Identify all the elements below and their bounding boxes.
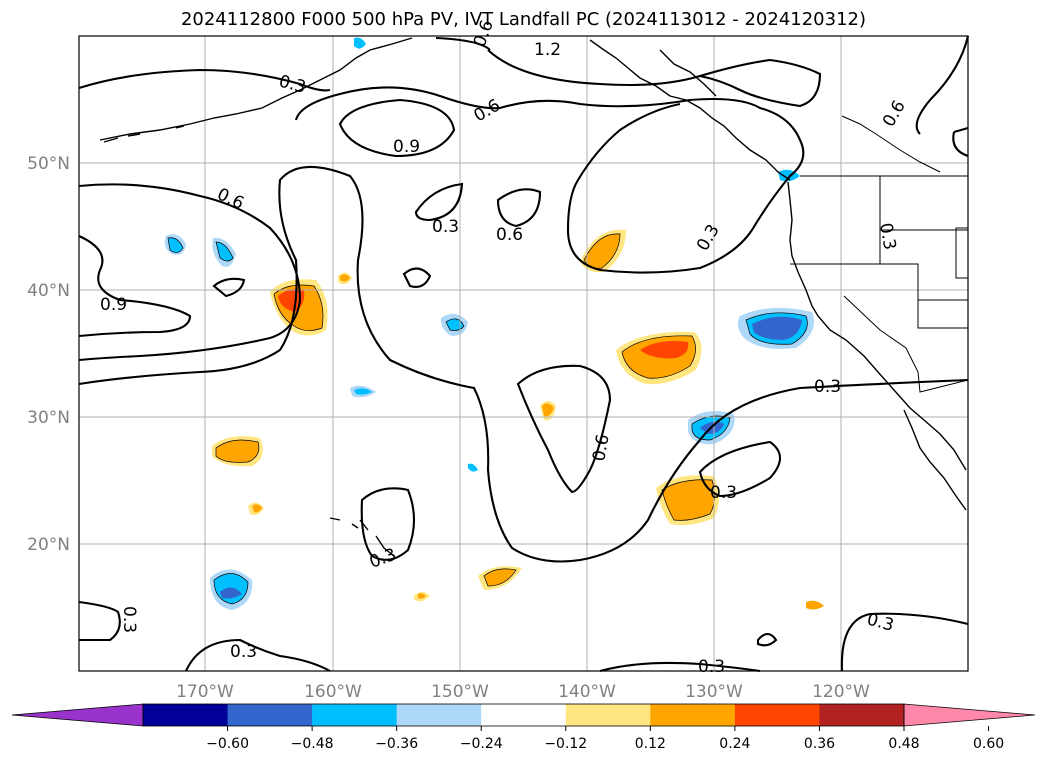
colorbar-segment [312,704,398,726]
colorbar-tick-label: 0.48 [888,736,919,752]
map-frame [78,35,969,672]
colorbar-segment [143,704,229,726]
coastlines [99,37,967,557]
colorbar-tick-label: −0.36 [375,736,418,752]
contour-label: 0.6 [496,225,523,245]
contour-label: 0.6 [471,95,504,126]
anomaly-outlines [167,233,808,605]
contour-label: 0.9 [393,137,420,157]
contour-label: 0.3 [814,377,841,397]
colorbar-frame [142,703,905,727]
colorbar-right-extend [903,703,1036,727]
map-title: 2024112800 F000 500 hPa PV, IVT Landfall… [180,9,867,30]
colorbar-tick-label: 0.36 [804,736,835,752]
colorbar-tick-label: −0.48 [291,736,334,752]
colorbar-tick-label: 0.60 [973,736,1004,752]
contour-label: 0.3 [693,221,724,254]
contour-label: 0.9 [100,295,127,315]
borders [790,115,969,393]
colorbar-tick-label: 0.12 [635,736,666,752]
colorbar-segment [819,704,905,726]
contour-label: 0.6 [879,97,910,130]
graticule [79,36,968,671]
colorbar-segment [650,704,736,726]
contour-label: 1.2 [534,40,561,60]
lon-label: 130°W [685,682,743,702]
lon-label: 170°W [176,682,234,702]
colorbar-segment [565,704,651,726]
lon-label: 120°W [812,682,870,702]
contour-label: 0.6 [589,433,613,463]
colorbar-tick-label: −0.24 [460,736,503,752]
contour-label: 0.3 [698,657,725,677]
lat-label: 30°N [27,408,70,428]
colorbar-tick-label: 0.24 [719,736,750,752]
colorbar-segment [734,704,820,726]
colorbar-segment [227,704,313,726]
contour-label: 0.3 [119,606,139,633]
contour-label: 0.3 [367,545,399,573]
colorbar: −0.60 −0.48 −0.36 −0.24 −0.12 0.12 0.24 0.36 0.4… [11,703,1036,752]
anomaly-fills [164,37,824,610]
colorbar-tick-label: −0.60 [206,736,249,752]
lat-label: 40°N [27,281,70,301]
contour-label: 0.6 [470,17,498,49]
colorbar-tick-label: −0.12 [544,736,587,752]
colorbar-segment [396,704,482,726]
colorbar-segment [481,704,567,726]
pv-contours [78,35,970,673]
contour-label: 0.3 [875,221,899,251]
lat-label: 20°N [27,535,70,555]
contour-label: 0.3 [432,217,459,237]
lon-label: 160°W [304,682,362,702]
colorbar-left-extend [11,703,144,727]
contour-label: 0.3 [277,72,308,98]
lon-label: 140°W [558,682,616,702]
contour-label: 0.3 [230,642,257,662]
lat-label: 50°N [27,154,70,174]
contour-label: 0.3 [710,483,737,503]
lon-label: 150°W [431,682,489,702]
